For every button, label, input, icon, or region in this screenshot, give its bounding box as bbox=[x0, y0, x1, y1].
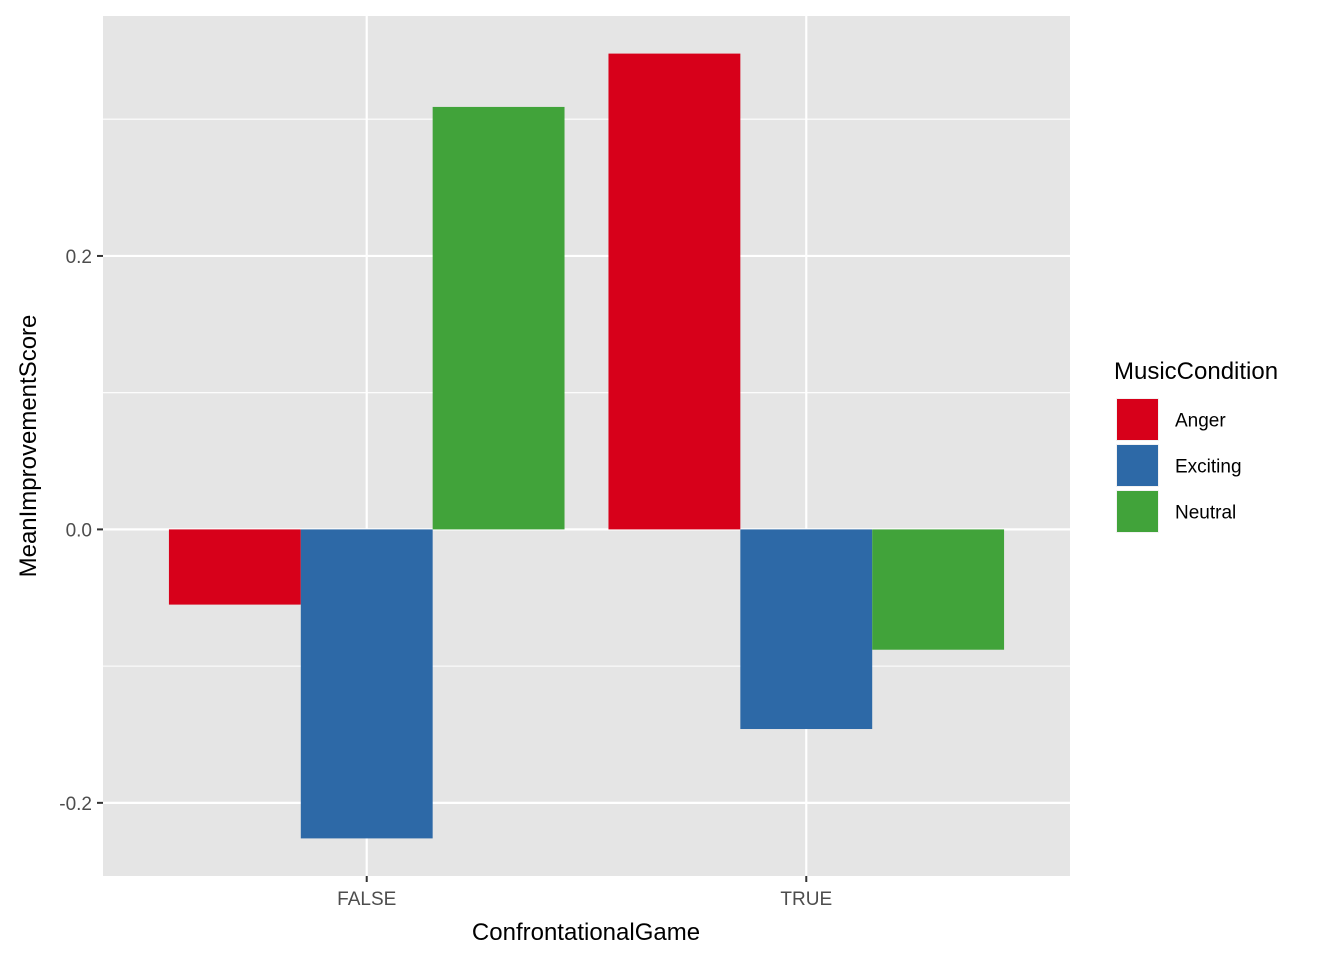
bar-anger-false bbox=[168, 529, 301, 605]
y-tick-label: -0.2 bbox=[59, 794, 92, 815]
legend-key-anger bbox=[1117, 399, 1158, 440]
bars bbox=[168, 53, 1005, 839]
bar-neutral-false bbox=[432, 106, 565, 530]
y-tick-label: 0.2 bbox=[66, 247, 92, 268]
y-axis: -0.2 0.0 0.2 bbox=[59, 247, 103, 815]
x-tick-label: TRUE bbox=[780, 889, 832, 910]
bar-neutral-true bbox=[872, 529, 1005, 650]
legend-key-exciting bbox=[1117, 445, 1158, 486]
y-tick-label: 0.0 bbox=[66, 520, 92, 541]
legend-label-neutral: Neutral bbox=[1175, 503, 1236, 524]
legend-label-exciting: Exciting bbox=[1175, 457, 1242, 478]
bar-exciting-true bbox=[740, 529, 873, 730]
bar-exciting-false bbox=[300, 529, 433, 839]
legend-title: MusicCondition bbox=[1114, 358, 1278, 385]
bar-anger-true bbox=[608, 53, 741, 530]
legend-key-neutral bbox=[1117, 491, 1158, 532]
x-axis-title: ConfrontationalGame bbox=[472, 919, 700, 946]
legend-label-anger: Anger bbox=[1175, 411, 1226, 432]
plot-panel bbox=[103, 16, 1070, 876]
x-axis: FALSE TRUE bbox=[337, 876, 832, 910]
minor-gridlines bbox=[103, 118, 1070, 667]
y-axis-title: MeanImprovementScore bbox=[15, 315, 42, 578]
legend: MusicCondition Anger Exciting Neutral bbox=[1114, 358, 1278, 533]
x-tick-label: FALSE bbox=[337, 889, 396, 910]
